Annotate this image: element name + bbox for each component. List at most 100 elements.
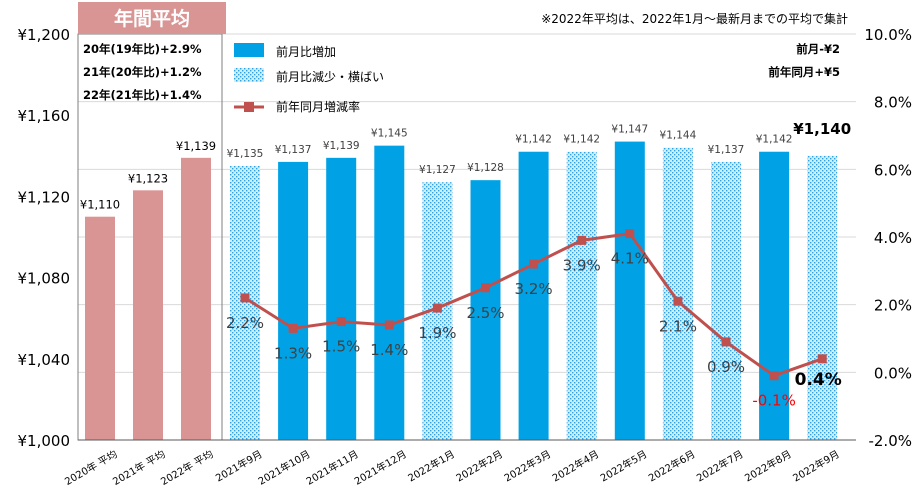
- bar-value-label: ¥1,142: [563, 134, 600, 146]
- decrease-bar: [807, 155, 838, 441]
- yoy-marker: [481, 283, 490, 293]
- yoy-marker: [817, 354, 827, 364]
- x-tick-label: 2022年7月: [694, 447, 745, 484]
- legend-swatch-increase: [234, 43, 264, 57]
- x-tick-label: 2021年 平均: [110, 447, 167, 488]
- right-axis-tick: 8.0%: [874, 94, 912, 112]
- yoy-rate-label: 3.9%: [563, 256, 601, 274]
- yoy-rate-label: 0.4%: [795, 370, 842, 390]
- yoy-rate-label: 3.2%: [515, 280, 553, 298]
- yoy-rate-label: 1.5%: [322, 338, 360, 356]
- left-axis-tick: ¥1,040: [18, 351, 71, 369]
- legend-label: 前月比減少・横ばい: [276, 69, 384, 84]
- yoy-marker: [769, 371, 779, 381]
- x-tick-label: 2021年10月: [256, 447, 313, 487]
- yoy-rate-label: 2.1%: [659, 317, 697, 335]
- yoy-marker: [288, 323, 298, 333]
- change-note: 前年同月+¥5: [768, 65, 840, 79]
- yoy-rate-label: 2.2%: [226, 314, 264, 332]
- right-axis-tick: 10.0%: [864, 26, 912, 44]
- x-tick-label: 2021年12月: [352, 447, 409, 487]
- x-tick-label: 2021年11月: [304, 447, 361, 487]
- annual-bar-label: ¥1,110: [80, 198, 120, 212]
- annual-bar: [181, 157, 211, 440]
- bar-value-label: ¥1,140: [793, 120, 851, 138]
- yoy-marker: [577, 235, 587, 245]
- change-note: 前月-¥2: [796, 42, 840, 56]
- x-tick-label: 2020年 平均: [62, 447, 119, 488]
- yoy-marker: [336, 317, 346, 327]
- annual-bar: [133, 190, 163, 440]
- bar-value-label: ¥1,137: [275, 144, 312, 156]
- x-tick-label: 2022年 平均: [158, 447, 215, 488]
- bar-value-label: ¥1,142: [515, 134, 552, 146]
- x-tick-label: 2022年6月: [646, 447, 697, 484]
- right-axis-tick: 4.0%: [874, 229, 912, 247]
- x-tick-label: 2022年3月: [502, 447, 553, 484]
- yoy-line-series: 2.2% 1.3% 1.5% 1.4% 1.9% 2.5% 3.2% 3.9% 4.1% 2.1%…: [226, 229, 842, 410]
- bar-value-label: ¥1,142: [756, 134, 793, 146]
- annual-bar-label: ¥1,139: [176, 139, 216, 153]
- increase-bar: [759, 151, 790, 441]
- right-axis-tick: 6.0%: [874, 161, 912, 179]
- yoy-rate-label: 4.1%: [611, 250, 649, 268]
- x-tick-label: 2022年5月: [598, 447, 649, 484]
- decrease-bar: [662, 147, 693, 440]
- yoy-marker: [240, 293, 250, 303]
- right-axis-tick: 0.0%: [874, 364, 912, 382]
- x-tick-label: 2022年8月: [742, 447, 793, 484]
- annual-note: 22年(21年比)+1.4%: [83, 88, 202, 102]
- left-axis-tick: ¥1,000: [18, 432, 71, 450]
- average-note: ※2022年平均は、2022年1月～最新月までの平均で集計: [541, 11, 848, 26]
- legend-swatch-decrease: [234, 68, 264, 82]
- left-axis-tick: ¥1,080: [18, 270, 71, 288]
- yoy-marker: [432, 303, 442, 313]
- yoy-rate-label: 0.9%: [707, 358, 745, 376]
- x-tick-label: 2022年4月: [550, 447, 601, 484]
- legend-label: 前月比増加: [276, 44, 336, 59]
- increase-bar: [374, 145, 405, 440]
- x-tick-label: 2022年2月: [454, 447, 505, 484]
- yoy-marker: [625, 229, 635, 239]
- increase-bar: [470, 180, 501, 440]
- increase-bar: [326, 157, 357, 440]
- right-axis-tick: -2.0%: [868, 432, 912, 450]
- bar-value-labels: ¥1,110 ¥1,123 ¥1,139 ¥1,135 ¥1,137 ¥1,139 ¥1,1…: [80, 120, 851, 212]
- x-tick-label: 2022年9月: [790, 447, 841, 484]
- bar-value-label: ¥1,128: [467, 162, 504, 174]
- yoy-marker: [384, 320, 394, 330]
- annual-note: 21年(20年比)+1.2%: [83, 65, 202, 79]
- left-axis-tick: ¥1,120: [18, 188, 71, 206]
- annual-note: 20年(19年比)+2.9%: [83, 42, 202, 56]
- decrease-bar: [566, 151, 597, 441]
- yoy-rate-label: 1.3%: [274, 344, 312, 362]
- bar-value-label: ¥1,145: [371, 128, 408, 140]
- left-axis-tick: ¥1,200: [18, 26, 71, 44]
- annual-header-title: 年間平均: [114, 7, 190, 30]
- annual-header-bg: [78, 2, 226, 34]
- yoy-rate-label: 2.5%: [466, 304, 504, 322]
- yoy-marker: [529, 259, 539, 269]
- annual-bar: [85, 216, 115, 440]
- annual-average-panel: 年間平均 20年(19年比)+2.9% 21年(20年比)+1.2% 22年(21年比…: [77, 2, 226, 441]
- left-axis-tick: ¥1,160: [18, 107, 71, 125]
- yoy-marker: [721, 337, 731, 347]
- yoy-rate-label: 1.4%: [370, 341, 408, 359]
- bar-value-label: ¥1,137: [708, 144, 745, 156]
- decrease-bar: [711, 161, 741, 440]
- yoy-rate-label: 1.9%: [418, 324, 456, 342]
- bar-value-label: ¥1,127: [419, 164, 456, 176]
- increase-bar: [518, 151, 549, 441]
- bar-value-label: ¥1,135: [227, 148, 264, 160]
- legend-line-marker: [244, 102, 254, 112]
- right-axis-tick: 2.0%: [874, 297, 912, 315]
- yoy-marker: [673, 296, 683, 306]
- yoy-rate-label: -0.1%: [752, 392, 796, 410]
- bar-value-label: ¥1,147: [611, 124, 648, 136]
- bar-value-label: ¥1,144: [660, 130, 697, 142]
- bar-value-label: ¥1,139: [323, 140, 360, 152]
- increase-bar: [278, 161, 309, 440]
- legend-label: 前年同月増減率: [276, 99, 360, 114]
